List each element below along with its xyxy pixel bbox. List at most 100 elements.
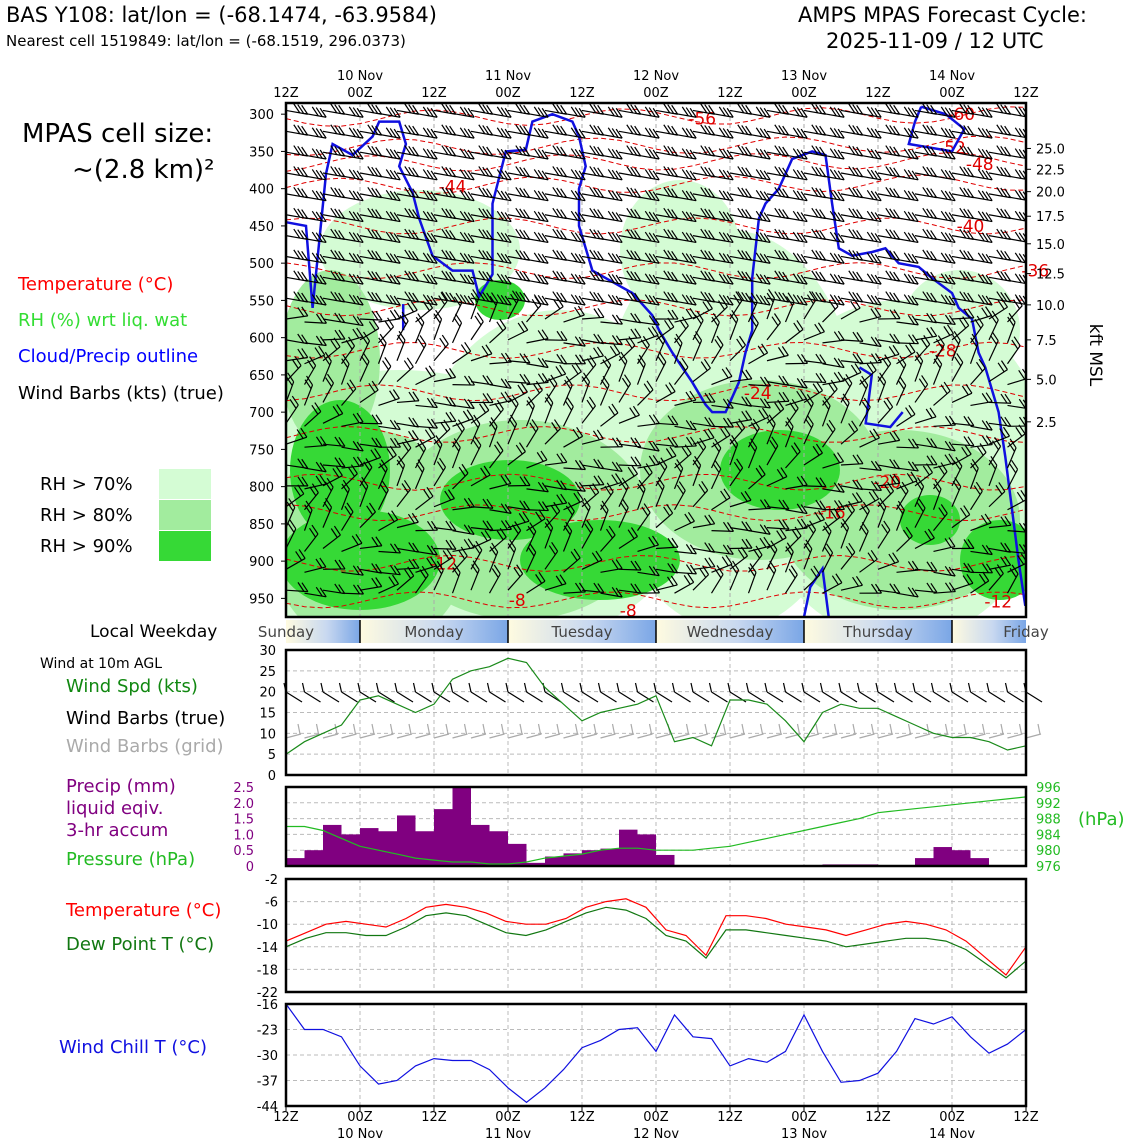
- wind-barb-flag: [741, 538, 749, 549]
- wind-barb-flag: [404, 186, 412, 197]
- wind-barb: [933, 133, 956, 139]
- wind-barb-flag: [350, 464, 358, 475]
- surface-wind-barb-flag: [357, 682, 361, 693]
- wind-barb-flag: [641, 506, 649, 517]
- wind-barb-flag: [852, 479, 860, 490]
- wind-barb-flag: [1018, 294, 1026, 305]
- wind-barb-flag: [961, 385, 969, 396]
- wind-barb: [822, 258, 845, 264]
- wind-barb-flag: [401, 311, 409, 322]
- wind-barb-flag: [630, 328, 638, 339]
- wind-barb-flag: [963, 271, 971, 281]
- wind-barb-flag: [926, 250, 934, 260]
- wind-barb-flag: [556, 291, 564, 302]
- wind-barb-flag: [352, 315, 360, 326]
- wind-barb: [618, 568, 642, 571]
- wind-barb-flag: [630, 527, 638, 537]
- wind-barb-flag: [611, 314, 619, 325]
- wind-barb-flag: [1038, 522, 1044, 531]
- wind-barb: [766, 255, 789, 261]
- wind-barb-flag: [389, 232, 397, 243]
- pressure-hpa-tick-label: 984: [1036, 828, 1061, 843]
- wind-barb-flag: [667, 436, 675, 447]
- wind-barb: [877, 193, 900, 199]
- wind-barb-flag: [774, 186, 782, 197]
- wind-barb-flag: [1033, 548, 1039, 557]
- wind-barb-flag: [459, 148, 467, 158]
- wind-barb-flag: [644, 210, 652, 221]
- wind-barb-flag: [446, 548, 454, 558]
- wind-barb-flag: [550, 374, 558, 385]
- wind-barb-flag: [800, 274, 808, 285]
- wind-barb: [304, 321, 327, 324]
- wind-barb-flag: [944, 440, 952, 451]
- wind-barb-flag: [731, 435, 739, 445]
- wind-barb-flag: [304, 504, 312, 515]
- wind-barb-flag: [737, 207, 745, 218]
- wind-barb-flag: [667, 291, 675, 302]
- wind-barb: [286, 297, 308, 303]
- wind-barb-flag: [615, 128, 623, 139]
- wind-barb-flag: [745, 369, 753, 380]
- wind-barb-flag: [704, 392, 712, 403]
- wind-barb-flag: [637, 358, 645, 369]
- wind-barb-flag: [352, 169, 360, 180]
- wind-barb-flag: [375, 577, 383, 587]
- wind-barb-flag: [352, 107, 360, 117]
- wind-barb-flag: [301, 104, 309, 115]
- wind-barb-flag: [537, 253, 545, 263]
- wind-barb: [396, 235, 419, 241]
- wind-barb-flag: [733, 461, 741, 472]
- wind-barb-flag: [757, 345, 765, 356]
- wind-barb-flag: [319, 336, 327, 346]
- temp-panel-border: [284, 877, 1028, 994]
- wind-barb-flag: [689, 170, 697, 181]
- wind-barb: [304, 354, 325, 365]
- wind-barb-flag: [519, 229, 527, 240]
- wind-barb-flag: [741, 410, 749, 421]
- wind-barb-flag: [439, 337, 447, 348]
- wind-barb-flag: [889, 166, 897, 177]
- wind-barb-flag: [467, 107, 475, 118]
- wind-barb-flag: [481, 345, 489, 356]
- wind-barb-flag: [916, 351, 924, 362]
- wind-barb-flag: [422, 301, 430, 311]
- wind-barb: [286, 214, 308, 220]
- wind-barb-flag: [482, 520, 490, 530]
- wind-barb-flag: [537, 501, 545, 511]
- wind-barb-flag: [634, 230, 642, 240]
- wind-barb-flag: [926, 187, 934, 198]
- wind-barb-flag: [523, 353, 531, 364]
- grid-wind-barb-flag: [500, 723, 505, 735]
- rh70-region: [620, 180, 740, 320]
- weekday-name: Friday: [1003, 623, 1049, 641]
- wind-barb: [951, 392, 973, 404]
- wind-barb-flag: [1018, 148, 1026, 159]
- wind-barb: [600, 196, 623, 202]
- wind-barb-flag: [940, 127, 948, 138]
- wind-barb-flag: [769, 440, 777, 450]
- wind-barb-flag: [815, 229, 823, 240]
- surface-wind-barb-flag: [838, 682, 842, 693]
- wind-barb: [378, 571, 401, 576]
- wind-barb-flag: [417, 338, 425, 349]
- wind-barb-flag: [852, 208, 860, 219]
- pressure-hpa-tick-label: 988: [1036, 813, 1061, 828]
- wind-barb: [637, 279, 660, 285]
- wind-barb: [618, 414, 640, 424]
- wind-barb: [470, 538, 492, 550]
- wind-barb-flag: [467, 295, 475, 306]
- wind-barb: [877, 297, 900, 303]
- wind-barb-flag: [985, 274, 993, 285]
- wind-barb: [803, 255, 826, 261]
- wind-barb-flag: [669, 446, 677, 457]
- wind-barb-flag: [626, 270, 634, 281]
- wind-barb-flag: [704, 229, 712, 240]
- wind-barb-flag: [981, 148, 989, 159]
- wind-barb-flag: [426, 397, 434, 408]
- wind-barb-flag: [453, 438, 461, 448]
- wind-barb-flag: [397, 334, 405, 345]
- wind-barb-flag: [814, 511, 822, 522]
- wind-barb-flag: [496, 252, 504, 263]
- wind-barb-flag: [1036, 546, 1042, 555]
